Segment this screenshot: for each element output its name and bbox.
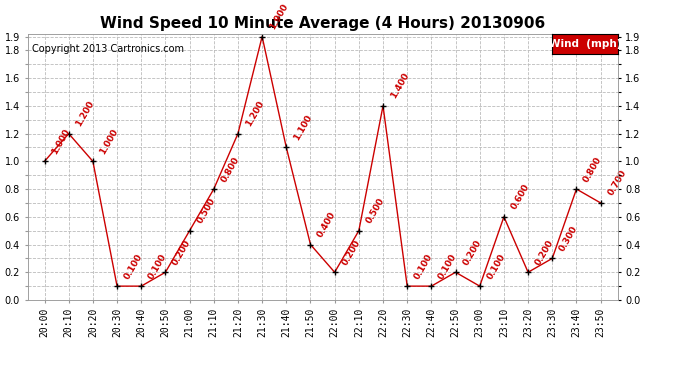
Text: 1.100: 1.100 xyxy=(292,113,314,142)
Text: 1.200: 1.200 xyxy=(244,99,266,128)
Text: 0.100: 0.100 xyxy=(437,252,459,280)
Text: 1.900: 1.900 xyxy=(268,2,290,31)
Text: 0.100: 0.100 xyxy=(413,252,435,280)
Text: 0.200: 0.200 xyxy=(340,238,362,267)
Text: Copyright 2013 Cartronics.com: Copyright 2013 Cartronics.com xyxy=(32,44,184,54)
Text: 0.100: 0.100 xyxy=(147,252,168,280)
Text: 1.000: 1.000 xyxy=(50,127,72,156)
Text: 1.000: 1.000 xyxy=(99,127,120,156)
Text: 0.400: 0.400 xyxy=(316,210,338,239)
Text: 0.700: 0.700 xyxy=(607,168,628,197)
Text: 0.200: 0.200 xyxy=(533,238,555,267)
Text: 0.800: 0.800 xyxy=(582,155,604,183)
Text: 0.800: 0.800 xyxy=(219,155,241,183)
Text: Wind  (mph): Wind (mph) xyxy=(549,39,621,49)
Text: 0.500: 0.500 xyxy=(364,196,386,225)
Text: 0.100: 0.100 xyxy=(485,252,507,280)
Text: 0.600: 0.600 xyxy=(509,183,531,211)
Text: 1.400: 1.400 xyxy=(388,71,411,100)
Text: 0.200: 0.200 xyxy=(461,238,483,267)
Text: 0.500: 0.500 xyxy=(195,196,217,225)
Text: 0.200: 0.200 xyxy=(171,238,193,267)
Title: Wind Speed 10 Minute Average (4 Hours) 20130906: Wind Speed 10 Minute Average (4 Hours) 2… xyxy=(100,16,545,31)
Text: 0.300: 0.300 xyxy=(558,224,580,253)
Text: 0.100: 0.100 xyxy=(123,252,144,280)
Text: 1.200: 1.200 xyxy=(75,99,96,128)
